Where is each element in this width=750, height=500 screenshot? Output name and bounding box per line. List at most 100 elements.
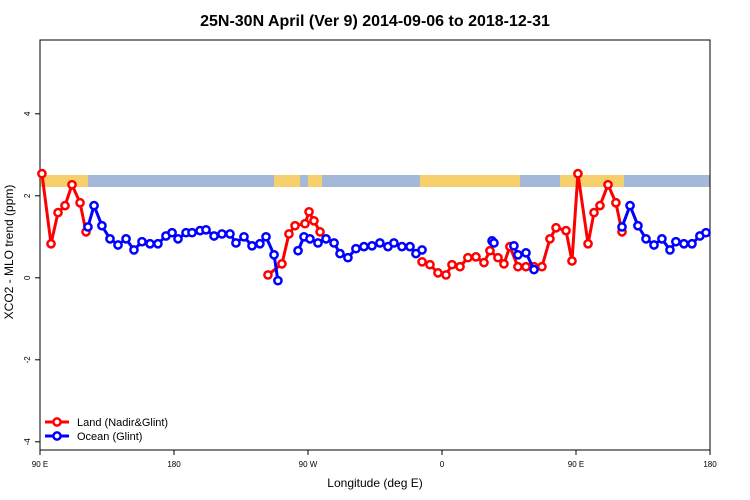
legend-marker: [52, 431, 62, 441]
point: [293, 245, 303, 256]
point: [225, 229, 235, 239]
point: [335, 248, 345, 259]
point: [37, 168, 47, 179]
point: [89, 200, 99, 211]
point: [485, 245, 495, 256]
point: [329, 238, 339, 248]
point: [187, 227, 197, 238]
point: [589, 207, 599, 218]
point: [447, 259, 457, 270]
land-strip: [274, 175, 300, 187]
land-strip: [560, 175, 624, 187]
point: [309, 215, 319, 226]
point: [60, 200, 70, 211]
point: [633, 220, 643, 231]
point: [46, 238, 56, 249]
point: [545, 234, 555, 244]
point: [441, 270, 451, 280]
point: [405, 241, 415, 252]
point: [137, 236, 147, 247]
point: [551, 222, 561, 233]
x-tick-label: 0: [440, 460, 445, 469]
legend-marker: [52, 417, 62, 427]
point: [105, 234, 115, 244]
point: [305, 234, 315, 244]
point: [351, 243, 361, 254]
point: [433, 268, 443, 278]
point: [75, 197, 85, 208]
land-strip: [308, 175, 322, 187]
point: [269, 249, 279, 260]
point: [201, 224, 211, 235]
land-strip: [40, 175, 88, 187]
y-tick-label: 4: [23, 111, 32, 116]
point: [209, 231, 219, 241]
point: [263, 270, 273, 280]
x-tick-label: 180: [703, 460, 717, 469]
y-tick-label: 0: [23, 275, 32, 280]
point: [499, 259, 509, 269]
point: [657, 234, 667, 244]
point: [641, 234, 651, 244]
point: [173, 234, 183, 244]
x-tick-label: 90 W: [299, 460, 318, 469]
point: [113, 240, 123, 250]
point: [343, 252, 353, 263]
series-line: [40, 173, 624, 277]
legend-label: Land (Nadir&Glint): [77, 417, 168, 429]
point: [313, 238, 323, 248]
point: [479, 257, 489, 268]
x-tick-label: 90 E: [32, 460, 48, 469]
point: [425, 259, 435, 270]
point: [167, 227, 177, 238]
point: [583, 238, 593, 249]
y-tick-label: 2: [23, 193, 32, 198]
point: [603, 179, 613, 190]
point: [471, 252, 481, 262]
point: [375, 238, 385, 248]
x-tick-label: 180: [167, 460, 181, 469]
point: [300, 218, 310, 229]
point: [239, 231, 249, 242]
y-tick-label: -4: [23, 438, 32, 446]
point: [284, 229, 294, 239]
point: [417, 245, 427, 255]
chart-title: 25N-30N April (Ver 9) 2014-09-06 to 2018…: [200, 13, 550, 30]
point: [97, 220, 107, 231]
point: [389, 238, 399, 248]
point: [701, 227, 711, 238]
point: [145, 238, 155, 249]
point: [489, 238, 499, 248]
point: [687, 238, 697, 249]
point: [573, 168, 583, 179]
point: [509, 240, 519, 251]
point: [153, 238, 163, 249]
point: [513, 249, 523, 260]
point: [679, 238, 689, 249]
point: [567, 256, 577, 266]
legend-label: Ocean (Glint): [77, 431, 142, 443]
plot-frame: [39, 39, 711, 451]
point: [513, 261, 523, 272]
point: [129, 245, 139, 255]
point: [595, 200, 605, 211]
point: [261, 231, 271, 242]
point: [304, 206, 314, 217]
x-tick-label: 90 E: [568, 460, 584, 469]
point: [247, 240, 257, 251]
y-tick-label: -2: [23, 356, 32, 364]
point: [67, 179, 77, 190]
point: [290, 220, 300, 231]
point: [537, 261, 547, 272]
point: [529, 264, 539, 275]
y-axis-label: XCO2 - MLO trend (ppm): [2, 185, 16, 320]
point: [53, 207, 63, 218]
point: [231, 238, 241, 248]
point: [671, 236, 681, 247]
point: [397, 241, 407, 252]
point: [561, 225, 571, 236]
point: [315, 227, 325, 237]
point: [463, 252, 473, 263]
point: [625, 200, 635, 211]
